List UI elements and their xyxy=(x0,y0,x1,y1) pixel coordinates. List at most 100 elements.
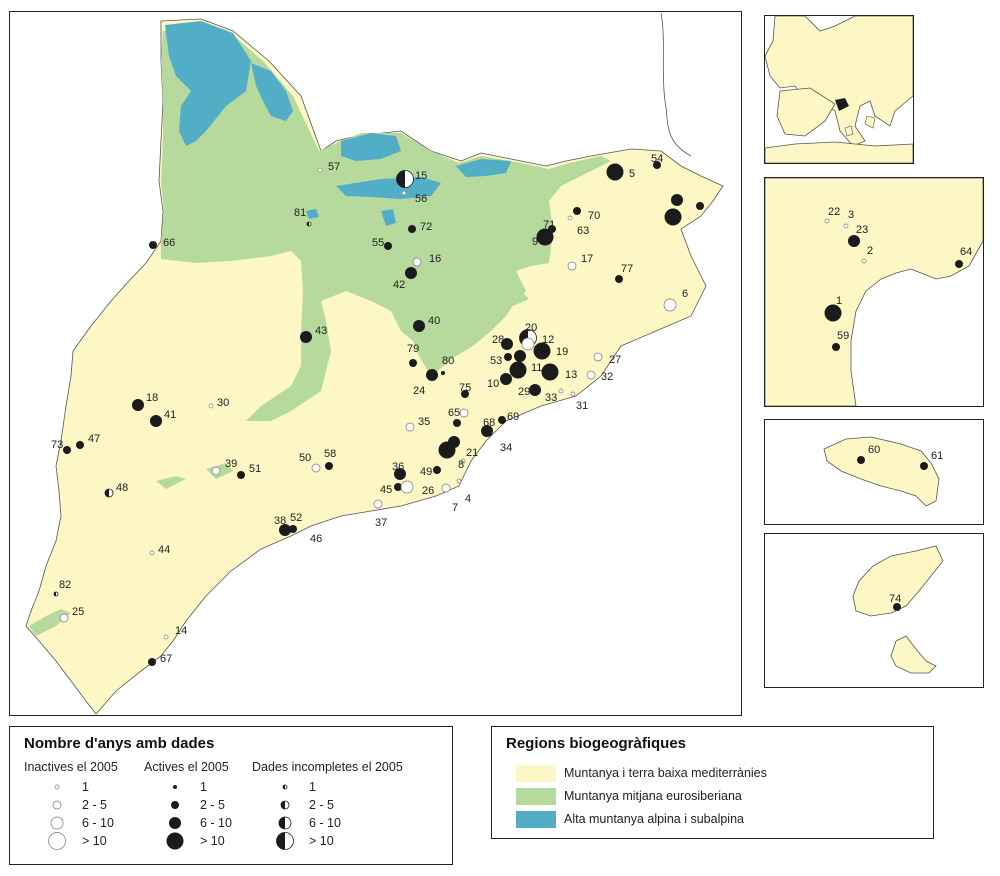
station-label: 32 xyxy=(601,371,613,383)
station-inactive xyxy=(567,215,573,221)
region-alpine xyxy=(251,63,293,121)
station-inactive xyxy=(521,337,535,351)
station-label: 71 xyxy=(543,219,555,231)
station-label: 41 xyxy=(164,409,176,421)
station-label: 44 xyxy=(158,544,170,556)
station-active xyxy=(671,194,683,206)
station-label: 53 xyxy=(490,355,502,367)
station-label: 72 xyxy=(420,221,432,233)
station-label: 23 xyxy=(856,224,868,236)
region-alpine xyxy=(381,209,396,226)
station-inactive xyxy=(824,218,830,224)
station-label: 64 xyxy=(960,246,972,258)
station-inactive xyxy=(567,261,577,271)
station-label: 79 xyxy=(407,343,419,355)
swatch-eurosiberian xyxy=(516,788,556,805)
station-active xyxy=(664,208,682,226)
station-label: 70 xyxy=(588,210,600,222)
station-active xyxy=(848,235,860,247)
station-label: 15 xyxy=(415,170,427,182)
station-label: 34 xyxy=(500,442,512,454)
station-inactive xyxy=(54,784,60,790)
legend-row-label: 1 xyxy=(309,780,316,794)
station-active xyxy=(150,415,162,427)
station-active xyxy=(405,267,417,279)
station-label: 38 xyxy=(274,515,286,527)
station-label: 60 xyxy=(868,444,880,456)
station-label: 63 xyxy=(577,225,589,237)
station-active xyxy=(501,338,513,350)
station-active xyxy=(409,359,417,367)
station-inactive xyxy=(52,800,62,810)
station-active xyxy=(461,390,469,398)
station-active xyxy=(857,456,865,464)
region-label: Muntanya i terra baixa mediterrànies xyxy=(564,766,767,780)
station-label: 49 xyxy=(420,466,432,478)
station-label: 54 xyxy=(651,153,663,165)
station-active xyxy=(824,304,842,322)
station-inactive xyxy=(48,832,66,850)
legend-row-label: 6 - 10 xyxy=(309,816,341,830)
station-label: 2 xyxy=(867,245,873,257)
station-inactive xyxy=(459,408,469,418)
station-inactive xyxy=(400,480,414,494)
station-incomplete xyxy=(278,816,292,830)
station-label: 67 xyxy=(160,653,172,665)
station-label: 39 xyxy=(225,458,237,470)
station-active xyxy=(441,371,445,375)
station-label: 9 xyxy=(532,236,538,248)
station-active xyxy=(63,446,71,454)
station-active xyxy=(514,350,526,362)
station-label: 29 xyxy=(518,386,530,398)
station-active xyxy=(289,525,297,533)
station-inactive xyxy=(456,478,462,484)
station-incomplete xyxy=(282,784,288,790)
station-active xyxy=(606,163,624,181)
station-active xyxy=(481,425,493,437)
barcelona-inset: 22 3 23 2 64 1 59 xyxy=(764,177,984,407)
station-active xyxy=(394,468,406,480)
station-active xyxy=(448,436,460,448)
station-incomplete xyxy=(276,832,294,850)
legend-row-label: 6 - 10 xyxy=(200,816,232,830)
legend-row-label: 6 - 10 xyxy=(82,816,114,830)
station-label: 26 xyxy=(422,485,434,497)
station-label: 35 xyxy=(418,416,430,428)
station-inactive xyxy=(843,223,849,229)
station-inactive xyxy=(861,258,867,264)
region-alpine xyxy=(165,21,251,146)
station-active xyxy=(893,603,901,611)
station-inactive xyxy=(317,167,323,173)
station-label: 58 xyxy=(324,448,336,460)
station-label: 19 xyxy=(556,346,568,358)
legend-row-label: 2 - 5 xyxy=(200,798,226,812)
station-label: 27 xyxy=(609,354,621,366)
station-active xyxy=(955,260,963,268)
station-label: 48 xyxy=(116,482,128,494)
station-label: 22 xyxy=(828,206,840,218)
station-label: 74 xyxy=(889,593,901,605)
station-active xyxy=(413,320,425,332)
station-label: 24 xyxy=(413,385,425,397)
station-active xyxy=(394,483,402,491)
legend-row-label: 1 xyxy=(82,780,89,794)
station-label: 1 xyxy=(836,295,842,307)
station-inactive xyxy=(211,466,221,476)
station-active xyxy=(453,419,461,427)
legend-stations: Nombre d'anys amb dades Inactives el 200… xyxy=(9,726,453,865)
station-label: 21 xyxy=(466,447,478,459)
station-label: 42 xyxy=(393,279,405,291)
station-label: 28 xyxy=(492,334,504,346)
europe-map xyxy=(765,16,913,163)
station-label: 59 xyxy=(837,330,849,342)
station-label: 5 xyxy=(629,168,635,180)
region-alpine xyxy=(341,133,401,161)
station-inactive xyxy=(586,370,596,380)
station-label: 8 xyxy=(458,459,464,471)
station-inactive xyxy=(59,613,69,623)
legend-row-label: > 10 xyxy=(309,834,334,848)
region-label: Muntanya mitjana eurosiberiana xyxy=(564,789,742,803)
station-label: 50 xyxy=(299,452,311,464)
station-label: 7 xyxy=(452,502,458,514)
legend-col-inactive: Inactives el 2005 xyxy=(24,760,118,774)
